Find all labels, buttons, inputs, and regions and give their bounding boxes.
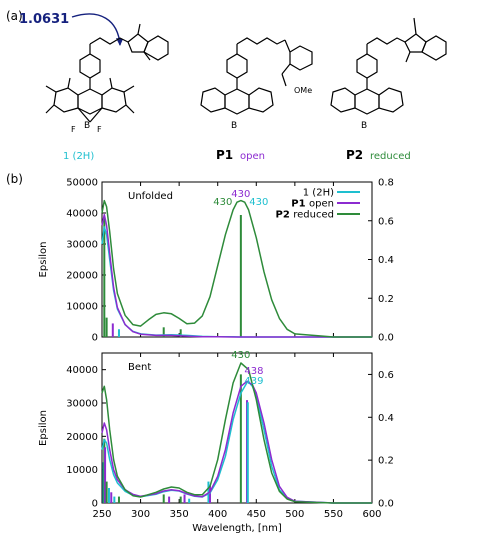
y2-tick-label: 0.4: [378, 255, 394, 266]
boron-atom: B: [231, 121, 237, 131]
y2-tick-label: 0.2: [378, 294, 394, 305]
chart-bent: 0 10000 20000 30000 40000 0.0 0.2 0.4 0.6 250 300 3…: [38, 350, 394, 534]
compound-label-p2: P2 reduced: [346, 148, 411, 162]
y-tick-label: 30000: [66, 399, 98, 410]
series-line-1-2h-: [101, 226, 372, 338]
x-tick-label: 250: [92, 509, 111, 520]
compound-1-name: 1 (2H): [63, 151, 94, 162]
legend-label: P2 reduced: [275, 210, 334, 221]
x-axis-label: Wavelength, [nm]: [192, 523, 282, 534]
y2-tick-label: 0.6: [378, 216, 394, 227]
y-tick-label: 20000: [66, 432, 98, 443]
y-tick-label: 10000: [66, 302, 98, 313]
boron-atom: B: [84, 121, 90, 131]
panel-b-label: (b): [6, 172, 23, 186]
peak-label: 430: [213, 197, 232, 208]
series-line-p1-open: [101, 380, 372, 504]
y-axis-label: Epsilon: [38, 242, 49, 278]
bond-length-value: 1.0631: [19, 12, 69, 27]
x-tick-label: 400: [208, 509, 227, 520]
y2-tick-label: 0.2: [378, 456, 394, 467]
x-tick-label: 600: [362, 509, 381, 520]
ome-label: OMe: [294, 86, 312, 95]
y-tick-label: 40000: [66, 365, 98, 376]
y-tick-label: 0: [92, 499, 98, 510]
y-tick-label: 10000: [66, 465, 98, 476]
y2-tick-label: 0.6: [378, 370, 394, 381]
x-tick-label: 550: [324, 509, 343, 520]
legend-label: P1 open: [291, 199, 334, 210]
series-line-p2-reduced: [101, 362, 372, 504]
peak-label: 439: [244, 376, 263, 387]
series-line-p1-open: [101, 213, 372, 338]
chart-title: Bent: [128, 362, 151, 373]
x-tick-label: 500: [285, 509, 304, 520]
fluorine-atom: F: [71, 125, 76, 134]
structure-p1-open: [200, 37, 313, 115]
chart-unfolded: 0 10000 20000 30000 40000 50000 0.0 0.2 0.4 0.6 0.…: [38, 178, 394, 344]
compound-p2-tag: reduced: [370, 151, 411, 162]
y2-tick-label: 0.0: [378, 333, 394, 344]
x-tick-label: 300: [131, 509, 150, 520]
fluorine-atom: F: [97, 125, 102, 134]
compound-p2-name: P2: [346, 148, 363, 162]
compound-label-p1: P1 open: [216, 148, 265, 162]
y-tick-label: 50000: [66, 178, 98, 189]
structure-1-2h: [45, 23, 169, 123]
x-tick-label: 350: [170, 509, 189, 520]
x-tick-label: 450: [247, 509, 266, 520]
peak-label: 438: [244, 366, 263, 377]
y-tick-label: 30000: [66, 240, 98, 251]
compound-p1-name: P1: [216, 148, 233, 162]
peak-label: 430: [231, 189, 250, 200]
y2-tick-label: 0.4: [378, 413, 394, 424]
legend-label: 1 (2H): [303, 188, 334, 199]
peak-label: 430: [231, 350, 250, 361]
y-axis-label: Epsilon: [38, 410, 49, 446]
y2-tick-label: 0.8: [378, 178, 394, 189]
y2-tick-label: 0.0: [378, 499, 394, 510]
y-tick-label: 20000: [66, 271, 98, 282]
plot-frame: [101, 352, 373, 504]
compound-p1-tag: open: [240, 151, 265, 162]
chart-title: Unfolded: [128, 191, 173, 202]
series-line-p2-reduced: [101, 199, 372, 338]
peak-label: 430: [249, 197, 268, 208]
panel-a-label: (a): [6, 9, 23, 23]
boron-atom: B: [361, 121, 367, 131]
y-tick-label: 40000: [66, 209, 98, 220]
y-tick-label: 0: [92, 333, 98, 344]
structure-p2-reduced: [330, 17, 447, 115]
compound-label-1: 1 (2H): [63, 151, 94, 162]
